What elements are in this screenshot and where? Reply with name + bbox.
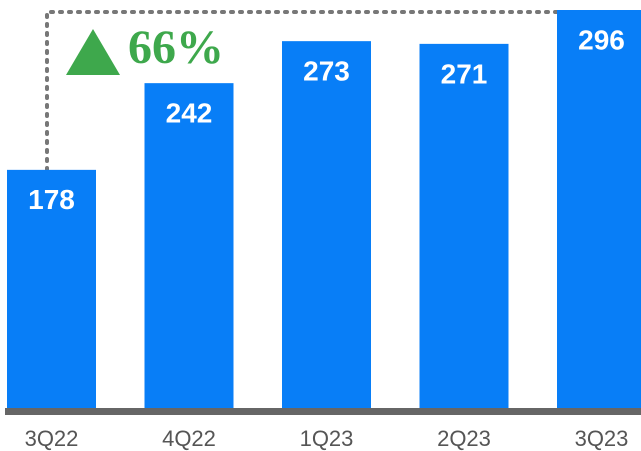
x-tick-label: 1Q23 bbox=[300, 426, 354, 451]
x-tick-label: 3Q22 bbox=[25, 426, 79, 451]
bar bbox=[419, 43, 509, 411]
x-tick-label: 3Q23 bbox=[575, 426, 629, 451]
value-label: 242 bbox=[166, 98, 213, 129]
bracket-line bbox=[45, 10, 641, 172]
value-label: 296 bbox=[578, 24, 625, 55]
value-label: 271 bbox=[441, 58, 488, 89]
up-arrow bbox=[66, 29, 120, 75]
x-tick-label: 4Q22 bbox=[162, 426, 216, 451]
baseline bbox=[5, 408, 641, 415]
bar bbox=[144, 83, 234, 412]
bar bbox=[557, 10, 641, 411]
value-label: 273 bbox=[303, 56, 350, 87]
bar bbox=[282, 41, 371, 411]
bars: 178 242 273 271 296 bbox=[7, 10, 641, 412]
value-label: 178 bbox=[28, 184, 75, 215]
growth-annotation: 66% bbox=[128, 21, 224, 74]
x-tick-label: 2Q23 bbox=[437, 426, 491, 451]
bar bbox=[7, 169, 96, 411]
